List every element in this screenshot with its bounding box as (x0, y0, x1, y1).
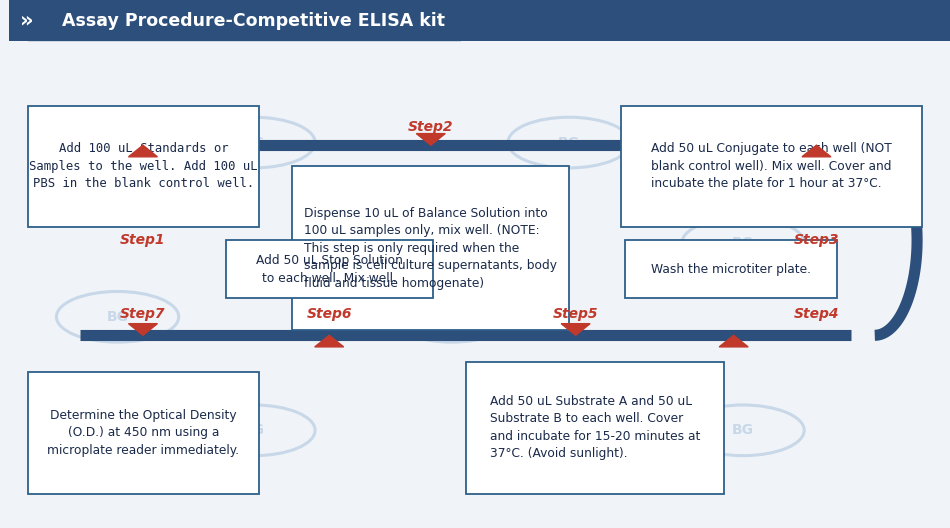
Text: Step6: Step6 (307, 307, 352, 321)
Text: Wash the microtiter plate.: Wash the microtiter plate. (652, 263, 811, 276)
FancyBboxPatch shape (625, 240, 837, 298)
Text: Assay Procedure-Competitive ELISA kit: Assay Procedure-Competitive ELISA kit (63, 12, 446, 30)
Polygon shape (719, 335, 749, 347)
Text: Determine the Optical Density
(O.D.) at 450 nm using a
microplate reader immedia: Determine the Optical Density (O.D.) at … (48, 409, 239, 457)
Polygon shape (416, 134, 446, 145)
FancyBboxPatch shape (620, 106, 922, 227)
Text: BG: BG (558, 136, 580, 149)
Text: Step4: Step4 (793, 307, 839, 321)
Text: Add 50 uL Substrate A and 50 uL
Substrate B to each well. Cover
and incubate for: Add 50 uL Substrate A and 50 uL Substrat… (490, 395, 700, 460)
Text: Add 50 uL Stop Solution
to each well. Mix well.: Add 50 uL Stop Solution to each well. Mi… (256, 254, 403, 285)
FancyBboxPatch shape (292, 166, 569, 330)
Text: Step1: Step1 (121, 233, 165, 247)
Polygon shape (802, 145, 831, 157)
FancyBboxPatch shape (28, 372, 258, 494)
Text: Step3: Step3 (793, 233, 839, 247)
Text: BG: BG (441, 310, 463, 324)
Text: BG: BG (732, 423, 754, 437)
Text: Step2: Step2 (408, 120, 453, 134)
Text: Step5: Step5 (553, 307, 598, 321)
Text: BG: BG (106, 310, 128, 324)
FancyBboxPatch shape (28, 106, 258, 227)
Polygon shape (128, 145, 158, 157)
FancyBboxPatch shape (226, 240, 432, 298)
Text: Step7: Step7 (121, 307, 165, 321)
Polygon shape (128, 324, 158, 335)
Polygon shape (28, 0, 484, 41)
Text: »: » (20, 11, 33, 31)
Polygon shape (561, 324, 590, 335)
FancyBboxPatch shape (10, 0, 950, 41)
Polygon shape (314, 335, 344, 347)
Text: BG: BG (732, 236, 754, 250)
Text: Dispense 10 uL of Balance Solution into
100 uL samples only, mix well. (NOTE:
Th: Dispense 10 uL of Balance Solution into … (304, 206, 557, 290)
Text: Add 50 uL Conjugate to each well (NOT
blank control well). Mix well. Cover and
i: Add 50 uL Conjugate to each well (NOT bl… (651, 143, 892, 190)
Text: BG: BG (243, 136, 265, 149)
Text: Add 100 uL Standards or
Samples to the well. Add 100 uL
PBS in the blank control: Add 100 uL Standards or Samples to the w… (29, 143, 257, 190)
FancyBboxPatch shape (466, 362, 724, 494)
Text: BG: BG (243, 423, 265, 437)
